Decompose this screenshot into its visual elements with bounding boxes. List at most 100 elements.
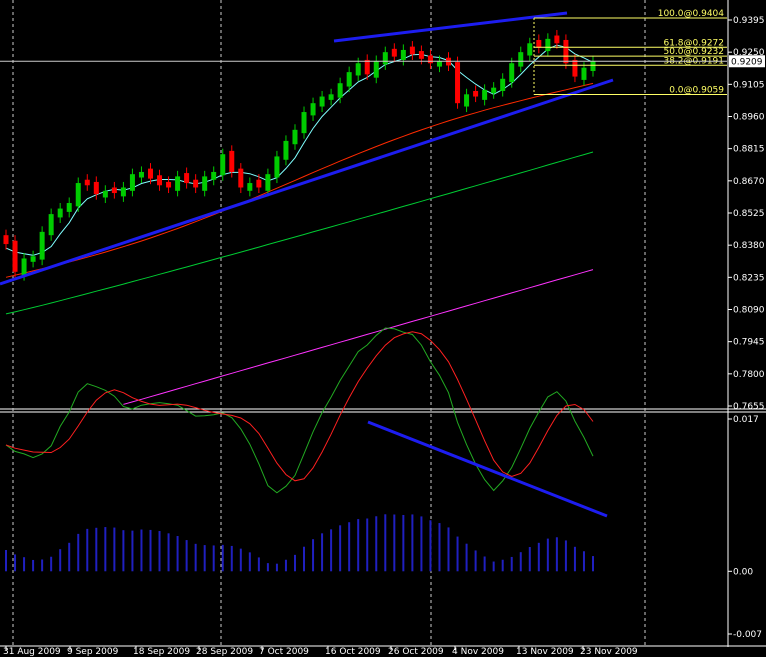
x-tick-label: 7 Oct 2009 <box>259 647 309 657</box>
y-tick-label: 0.7945 <box>733 338 765 348</box>
bearish-candle <box>536 39 542 48</box>
bullish-candle <box>274 156 280 178</box>
bullish-candle <box>265 174 271 191</box>
bullish-candle <box>527 43 533 56</box>
bullish-candle <box>491 87 497 94</box>
bearish-candle <box>12 240 18 272</box>
bullish-candle <box>129 174 135 191</box>
bearish-candle <box>93 181 99 195</box>
bullish-candle <box>464 94 470 107</box>
bullish-candle <box>75 183 81 207</box>
bullish-candle <box>57 208 63 218</box>
bullish-candle <box>590 61 596 72</box>
bearish-candle <box>3 235 9 245</box>
bullish-candle <box>482 89 488 100</box>
bullish-candle <box>337 83 343 98</box>
macd-divergence-trendline <box>367 420 608 518</box>
y-tick-label: 0.9250 <box>733 48 765 58</box>
bearish-candle <box>554 35 560 44</box>
y-tick-label: 0.8380 <box>733 241 765 251</box>
bullish-candle <box>355 63 361 76</box>
bearish-candle <box>455 62 461 104</box>
x-tick-label: 26 Oct 2009 <box>388 647 444 657</box>
current-price-box <box>729 55 765 68</box>
macd-tick-label: 0.017 <box>733 415 759 425</box>
macd-signal-line <box>5 331 594 482</box>
bullish-candle <box>301 112 307 134</box>
bearish-candle <box>184 173 190 184</box>
x-tick-label: 31 Aug 2009 <box>3 647 61 657</box>
bullish-candle <box>509 63 515 83</box>
bearish-candle <box>256 179 262 188</box>
bullish-candle <box>545 38 551 52</box>
y-tick-label: 0.7655 <box>733 402 765 412</box>
bullish-candle <box>518 52 524 67</box>
x-tick-label: 9 Sep 2009 <box>67 647 119 657</box>
x-tick-label: 28 Sep 2009 <box>196 647 253 657</box>
ma100-line <box>5 151 594 315</box>
bullish-candle <box>21 258 27 276</box>
fib-level-label: 100.0@0.9404 <box>658 9 725 19</box>
y-tick-label: 0.8525 <box>733 209 765 219</box>
bearish-candle <box>473 90 479 97</box>
bearish-candle <box>111 187 117 194</box>
bullish-candle <box>436 61 442 67</box>
bullish-candle <box>202 176 208 191</box>
resistance-trendline <box>333 11 568 43</box>
bullish-candle <box>581 67 587 80</box>
y-tick-label: 0.9395 <box>733 16 765 26</box>
bullish-candle <box>220 154 226 176</box>
bullish-candle <box>400 49 406 60</box>
bullish-candle <box>328 94 334 100</box>
bearish-candle <box>238 168 244 188</box>
macd-main-line <box>5 327 594 494</box>
y-tick-label: 0.9105 <box>733 80 765 90</box>
bullish-candle <box>48 214 54 236</box>
y-tick-label: 0.7800 <box>733 370 765 380</box>
fib-level-label: 50.0@0.9232 <box>663 47 724 57</box>
x-tick-label: 23 Nov 2009 <box>580 647 638 657</box>
y-tick-label: 0.8670 <box>733 177 765 187</box>
bullish-candle <box>211 171 217 180</box>
bearish-candle <box>572 59 578 77</box>
bearish-candle <box>364 59 370 75</box>
bullish-candle <box>175 176 181 191</box>
bearish-candle <box>563 39 569 64</box>
bullish-candle <box>319 96 325 107</box>
price-axis: 0.9395 0.9250 0.9105 0.8960 0.8815 0.8670 0.85… <box>728 16 765 640</box>
bullish-candle <box>292 129 298 145</box>
bearish-candle <box>157 175 163 186</box>
bullish-candle <box>373 61 379 78</box>
bearish-candle <box>418 51 424 59</box>
bullish-candle <box>66 203 72 212</box>
time-axis: 31 Aug 2009 9 Sep 2009 18 Sep 2009 28 Sep 2… <box>3 646 638 657</box>
bullish-candle <box>30 256 36 262</box>
macd-tick-label: -0.007 <box>733 630 762 640</box>
bullish-candle <box>346 72 352 87</box>
x-tick-label: 16 Oct 2009 <box>325 647 381 657</box>
slow-ma-line <box>5 82 594 278</box>
bullish-candle <box>39 231 45 260</box>
price-panel: 100.0@0.940461.8@0.927250.0@0.923238.2@0… <box>0 9 727 405</box>
bearish-candle <box>391 48 397 57</box>
y-tick-label: 0.8235 <box>733 273 765 283</box>
bearish-candle <box>147 168 153 179</box>
bullish-candle <box>120 187 126 197</box>
y-tick-label: 0.8815 <box>733 145 765 155</box>
fib-level-label: 61.8@0.9272 <box>663 38 724 48</box>
bearish-candle <box>84 179 90 186</box>
bullish-candle <box>138 171 144 178</box>
x-tick-label: 13 Nov 2009 <box>516 647 574 657</box>
x-tick-label: 4 Nov 2009 <box>452 647 504 657</box>
bullish-candle <box>310 103 316 116</box>
bearish-candle <box>427 55 433 64</box>
bearish-candle <box>193 179 199 188</box>
x-tick-label: 18 Sep 2009 <box>133 647 190 657</box>
bullish-candle <box>102 190 108 198</box>
bearish-candle <box>409 46 415 55</box>
support-trendline <box>0 78 614 286</box>
bullish-candle <box>247 183 253 191</box>
bearish-candle <box>166 181 172 188</box>
bullish-candle <box>382 52 388 65</box>
